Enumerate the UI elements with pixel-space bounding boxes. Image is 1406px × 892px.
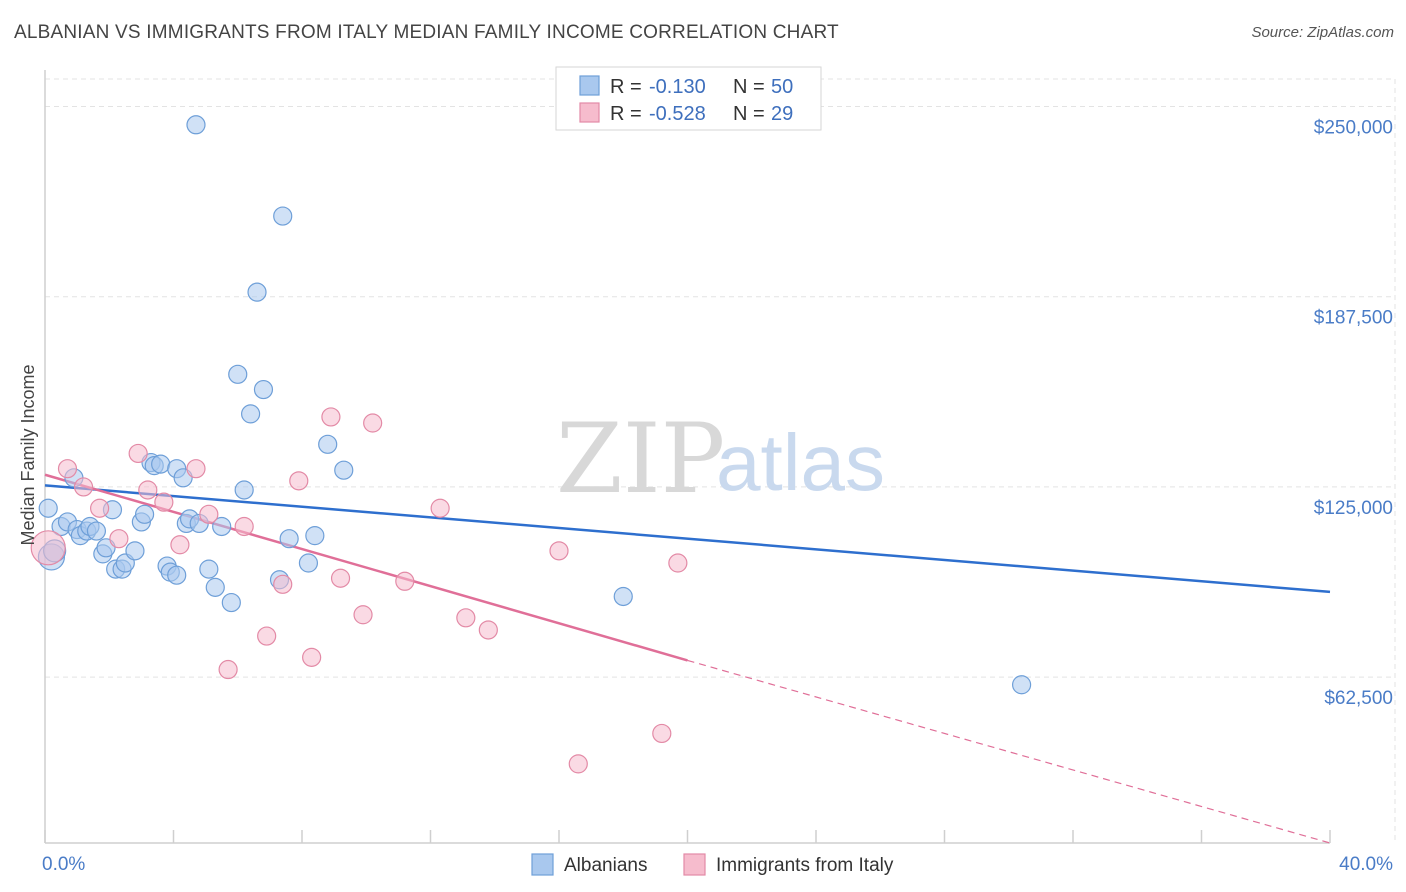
legend-n-value-italy: 29 — [771, 103, 793, 125]
trendline-italy-extension — [687, 659, 1331, 844]
point-italy — [218, 659, 238, 680]
chart-title: ALBANIAN VS IMMIGRANTS FROM ITALY MEDIAN… — [14, 22, 839, 43]
point-italy — [668, 553, 688, 573]
watermark: ZIP atlas — [556, 403, 885, 515]
point-italy — [456, 608, 476, 628]
point-italy — [234, 516, 254, 537]
y-tick-label: $62,500 — [1324, 688, 1393, 709]
point-albanians — [241, 404, 261, 424]
point-italy — [138, 480, 158, 500]
point-albanians — [221, 592, 241, 613]
legend-top-box — [555, 66, 822, 131]
point-italy — [289, 471, 309, 491]
bottom-legend-label-italy: Immigrants from Italy — [716, 855, 894, 876]
legend-n-value-albanians: 50 — [771, 76, 793, 98]
point-albanians — [247, 282, 267, 302]
point-italy — [73, 477, 94, 497]
point-albanians — [199, 559, 219, 579]
point-italy — [430, 498, 450, 518]
x-tick-label: 0.0% — [42, 854, 85, 875]
point-albanians — [186, 115, 206, 135]
chart-source: Source: ZipAtlas.com — [1251, 24, 1394, 41]
axis-layer: $250,000 $187,500 $125,000 $62,500 0.0% 40.0% — [42, 70, 1393, 875]
point-italy — [199, 504, 219, 524]
trendline-italy — [44, 473, 688, 662]
point-albanians — [205, 577, 225, 597]
point-albanians — [86, 521, 107, 541]
point-albanians — [273, 206, 293, 226]
bottom-legend-swatch-albanians — [531, 853, 554, 876]
legend-r-value-albanians: -0.130 — [649, 76, 706, 98]
point-italy — [353, 605, 373, 625]
point-albanians — [151, 454, 171, 474]
legend-swatch-italy — [579, 102, 600, 123]
point-albanians — [305, 526, 325, 546]
bottom-legend-swatch-italy — [683, 853, 706, 876]
trendline-albanians — [44, 484, 1331, 594]
point-italy — [186, 459, 206, 479]
point-italy — [568, 754, 588, 774]
points-layer — [30, 115, 1032, 774]
point-italy — [154, 492, 174, 512]
point-italy — [273, 574, 293, 594]
point-italy — [302, 647, 322, 667]
watermark-zip: ZIP — [556, 403, 725, 515]
y-tick-label: $250,000 — [1314, 118, 1393, 139]
point-albanians — [125, 541, 145, 561]
legend-r-label-albanians: R = — [610, 76, 642, 98]
point-albanians — [1011, 675, 1032, 695]
point-albanians — [334, 460, 354, 480]
legend-r-value-italy: -0.528 — [649, 103, 706, 125]
x-tick-label: 40.0% — [1339, 854, 1393, 875]
y-tick-label: $187,500 — [1314, 308, 1393, 329]
point-italy — [90, 498, 110, 518]
point-italy — [478, 620, 498, 640]
bottom-legend-label-albanians: Albanians — [564, 855, 647, 876]
point-albanians — [134, 504, 155, 524]
point-italy — [395, 571, 415, 591]
point-italy — [652, 723, 672, 744]
point-albanians — [234, 480, 254, 500]
point-italy — [330, 568, 351, 588]
point-albanians — [613, 586, 633, 607]
point-italy — [363, 413, 383, 433]
point-albanians — [279, 529, 299, 549]
point-italy — [257, 626, 277, 646]
point-italy — [321, 407, 341, 427]
point-italy — [128, 443, 148, 464]
point-albanians — [212, 516, 232, 537]
point-italy — [170, 535, 190, 555]
legend-top: R = -0.130 N = 50 R = -0.528 N = 29 — [555, 66, 822, 131]
point-albanians — [167, 565, 187, 585]
point-albanians — [228, 364, 248, 384]
point-italy — [109, 529, 129, 549]
point-albanians — [253, 379, 274, 400]
watermark-atlas: atlas — [716, 418, 885, 507]
y-axis-label: Median Family Income — [18, 364, 38, 545]
legend-n-label-italy: N = — [733, 103, 765, 125]
point-italy — [30, 530, 66, 566]
y-tick-label: $125,000 — [1314, 498, 1393, 519]
point-albanians — [318, 434, 338, 454]
point-italy — [549, 541, 569, 561]
point-albanians — [38, 498, 58, 518]
legend-n-label-albanians: N = — [733, 76, 765, 98]
legend-swatch-albanians — [579, 75, 600, 96]
point-italy — [57, 459, 78, 479]
trend-layer — [44, 473, 1331, 844]
point-albanians — [298, 553, 319, 573]
legend-r-label-italy: R = — [610, 103, 642, 125]
legend-bottom: Albanians Immigrants from Italy — [531, 853, 894, 876]
